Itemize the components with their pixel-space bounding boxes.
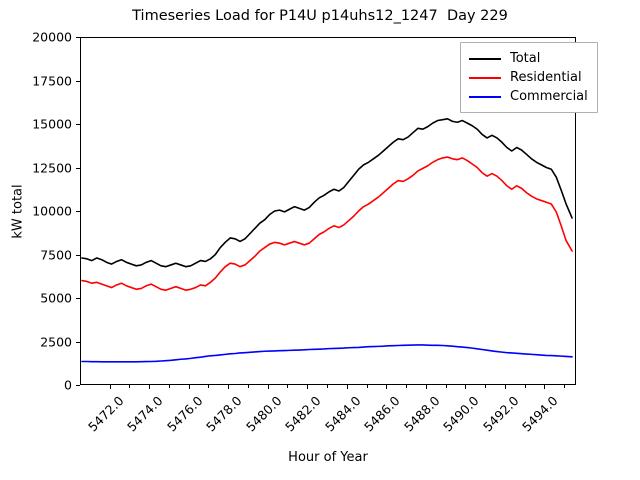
- legend-label: Residential: [510, 70, 582, 85]
- x-tick-label: 5472.0: [84, 393, 127, 435]
- x-tick-label: 5490.0: [440, 393, 482, 435]
- y-tick-label: 2500: [40, 334, 72, 349]
- y-tick-label: 5000: [40, 290, 72, 306]
- legend-swatch-commercial: [469, 95, 501, 98]
- y-tick-mark: [76, 254, 80, 256]
- x-tick-label: 5494.0: [519, 393, 561, 435]
- series-line-total: [81, 117, 573, 268]
- x-tick-mark-minor: [327, 385, 328, 388]
- x-tick-mark-minor: [445, 385, 447, 388]
- x-tick-mark: [267, 385, 269, 389]
- y-tick-mark: [76, 37, 80, 38]
- x-tick-mark-minor: [168, 385, 170, 388]
- legend-label: Commercial: [510, 89, 588, 104]
- x-tick-mark-minor: [524, 385, 526, 388]
- chart-title: Timeseries Load for P14U p14uhs12_1247 D…: [132, 8, 508, 24]
- x-tick-mark: [188, 385, 190, 389]
- x-tick-mark: [504, 385, 506, 389]
- x-tick-label: 5486.0: [361, 393, 403, 435]
- plot-lines: [81, 117, 573, 363]
- y-tick-label: 17500: [32, 73, 72, 88]
- y-tick-mark: [76, 298, 80, 299]
- x-axis-label: Hour of Year: [288, 450, 368, 465]
- y-tick-mark: [76, 124, 80, 125]
- x-tick-mark-minor: [208, 385, 210, 388]
- x-tick-mark-minor: [564, 385, 566, 388]
- x-tick-mark-minor: [366, 385, 368, 388]
- plot-frame: [80, 37, 576, 385]
- plot-area: [76, 37, 576, 389]
- x-tick-label: 5492.0: [479, 393, 522, 435]
- x-tick-mark: [109, 385, 111, 389]
- y-tick-label: 15000: [32, 116, 72, 132]
- x-tick-mark: [228, 385, 230, 389]
- x-tick-mark-minor: [287, 385, 289, 388]
- legend-swatch-total: [469, 57, 501, 60]
- legend-label: Total: [510, 51, 541, 66]
- legend-item-total[interactable]: Total: [469, 49, 588, 68]
- x-tick-label: 5474.0: [124, 393, 166, 435]
- x-tick-label: 5478.0: [203, 393, 245, 435]
- series-line-residential: [81, 156, 573, 291]
- x-tick-mark: [346, 385, 348, 389]
- x-tick-mark-minor: [485, 385, 487, 388]
- y-tick-mark: [76, 211, 80, 212]
- x-tick-mark: [307, 385, 309, 389]
- x-tick-label: 5480.0: [242, 393, 285, 435]
- chart-legend: Total Residential Commercial: [460, 42, 598, 113]
- x-tick-mark: [465, 385, 467, 389]
- y-tick-label: 12500: [32, 160, 72, 175]
- y-tick-mark: [76, 341, 80, 343]
- y-tick-label: 7500: [40, 247, 72, 262]
- series-line-commercial: [81, 344, 573, 363]
- y-axis-tick-labels: 0 2500 5000 7500 10000 12500 15000 17500 20000: [0, 30, 72, 393]
- y-tick-mark: [76, 80, 80, 82]
- x-tick-mark-minor: [129, 385, 131, 388]
- legend-swatch-residential: [469, 76, 501, 79]
- x-tick-mark: [544, 385, 546, 389]
- legend-item-commercial[interactable]: Commercial: [469, 87, 588, 106]
- x-tick-mark: [386, 385, 388, 389]
- x-tick-label: 5484.0: [321, 393, 364, 435]
- y-tick-mark: [76, 385, 80, 386]
- x-tick-label: 5488.0: [400, 393, 443, 435]
- y-tick-mark: [76, 167, 80, 169]
- y-tick-label: 0: [64, 377, 72, 393]
- legend-item-residential[interactable]: Residential: [469, 68, 588, 87]
- x-tick-mark-minor: [247, 385, 249, 388]
- y-tick-label: 10000: [32, 203, 72, 219]
- y-tick-label: 20000: [32, 29, 72, 45]
- x-tick-mark-minor: [406, 385, 408, 388]
- x-tick-mark: [149, 385, 151, 389]
- x-tick-label: 5476.0: [163, 393, 206, 435]
- x-tick-mark: [425, 385, 427, 389]
- x-tick-label: 5482.0: [282, 393, 324, 435]
